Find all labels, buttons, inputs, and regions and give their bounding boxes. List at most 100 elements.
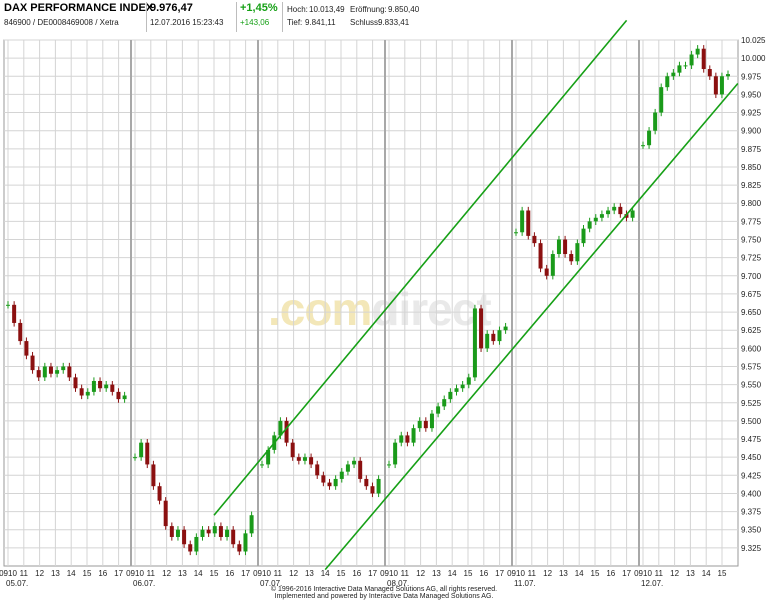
x-tick-label: 15: [464, 569, 473, 578]
x-tick-label: 15: [718, 569, 727, 578]
candle-body: [296, 457, 301, 461]
candle-body: [358, 460, 363, 479]
candle-body: [641, 145, 645, 147]
candle-body: [399, 435, 404, 443]
candle-body: [695, 48, 700, 55]
watermark-suffix: direct: [371, 283, 491, 335]
x-tick-label: 14: [702, 569, 711, 578]
y-tick-label: 9.850: [741, 163, 762, 172]
candle-body: [218, 526, 223, 537]
x-tick-label: 17: [622, 569, 631, 578]
x-tick-label: 12: [162, 569, 171, 578]
x-tick-label: 15: [83, 569, 92, 578]
trend-line-lower: [324, 83, 739, 571]
candle-body: [587, 221, 592, 229]
candle-body: [116, 391, 121, 400]
candle-body: [110, 384, 115, 392]
y-tick-label: 9.675: [741, 290, 762, 299]
candle-body: [73, 377, 78, 389]
candle-body: [157, 486, 162, 501]
low-label: Tief:: [287, 18, 303, 27]
candle-body: [532, 235, 537, 244]
candle-body: [689, 54, 694, 66]
candle-body: [593, 217, 598, 222]
x-tick-label: 12: [416, 569, 425, 578]
candle-body: [647, 130, 652, 146]
candle-body: [569, 254, 574, 262]
index-title: DAX PERFORMANCE INDEX: [4, 2, 154, 14]
y-tick-label: 10.025: [741, 36, 766, 45]
candle-body: [460, 384, 465, 389]
quote-header: DAX PERFORMANCE INDEX 846900 / DE0008469…: [0, 0, 768, 34]
day-label: 08.07.: [387, 579, 409, 588]
high-value: 10.013,49: [309, 5, 345, 14]
x-tick-label: 14: [321, 569, 330, 578]
close-value: 9.833,41: [378, 18, 410, 27]
candle-body: [91, 380, 96, 392]
candle-body: [260, 464, 264, 466]
high-label: Hoch:: [287, 5, 308, 14]
day-label: 06.07.: [133, 579, 155, 588]
x-tick-label: 12: [670, 569, 679, 578]
watermark-logo: .comdirect: [268, 282, 492, 336]
watermark-prefix: .com: [268, 283, 372, 335]
x-tick-label: 11: [274, 569, 283, 578]
x-tick-label: 15: [210, 569, 219, 578]
candle-body: [713, 76, 718, 95]
day-label: 12.07.: [641, 579, 663, 588]
y-tick-label: 9.875: [741, 145, 762, 154]
y-tick-label: 9.475: [741, 435, 762, 444]
candle-body: [339, 471, 344, 479]
candle-body: [278, 420, 283, 436]
candle-body: [163, 500, 168, 527]
candle-body: [454, 388, 459, 392]
candle-body: [665, 76, 670, 88]
y-tick-label: 9.500: [741, 417, 762, 426]
trend-line-upper: [213, 19, 628, 516]
close-label: Schluss:: [350, 18, 381, 27]
candle-body: [42, 366, 47, 378]
candle-body: [309, 457, 314, 465]
low-value: 9.841,11: [305, 18, 336, 27]
header-divider: [236, 2, 237, 32]
candle-body: [618, 206, 623, 215]
candle-body: [48, 366, 53, 374]
candle-body: [55, 370, 60, 374]
candle-body: [472, 308, 477, 378]
y-tick-label: 9.775: [741, 217, 762, 226]
candle-body: [327, 482, 332, 487]
candle-body: [133, 457, 137, 459]
candle-body: [701, 48, 706, 70]
y-tick-label: 9.550: [741, 381, 762, 390]
candle-body: [243, 533, 248, 552]
candle-body: [479, 308, 484, 349]
candle-body: [677, 65, 682, 73]
last-price: 9.976,47: [150, 2, 193, 14]
candle-body: [423, 420, 428, 429]
x-tick-label: 0910: [0, 569, 17, 578]
candle-body: [61, 366, 66, 371]
x-tick-label: 14: [67, 569, 76, 578]
candle-body: [321, 475, 326, 483]
candle-body: [671, 72, 676, 77]
y-tick-label: 9.800: [741, 199, 762, 208]
x-tick-label: 0910: [507, 569, 525, 578]
x-tick-label: 13: [559, 569, 568, 578]
day-label: 11.07.: [514, 579, 536, 588]
x-tick-label: 16: [352, 569, 361, 578]
x-tick-label: 11: [401, 569, 410, 578]
candle-body: [6, 304, 10, 306]
candle-body: [302, 457, 307, 461]
candle-body: [497, 330, 502, 342]
candle-body: [79, 388, 84, 396]
candle-body: [659, 87, 664, 113]
candle-body: [67, 366, 72, 378]
candle-body: [466, 377, 471, 385]
candle-body: [719, 76, 724, 95]
y-tick-label: 9.625: [741, 326, 762, 335]
candle-body: [491, 333, 496, 342]
x-tick-label: 0910: [634, 569, 652, 578]
candle-body: [370, 486, 375, 494]
candle-body: [503, 326, 508, 331]
